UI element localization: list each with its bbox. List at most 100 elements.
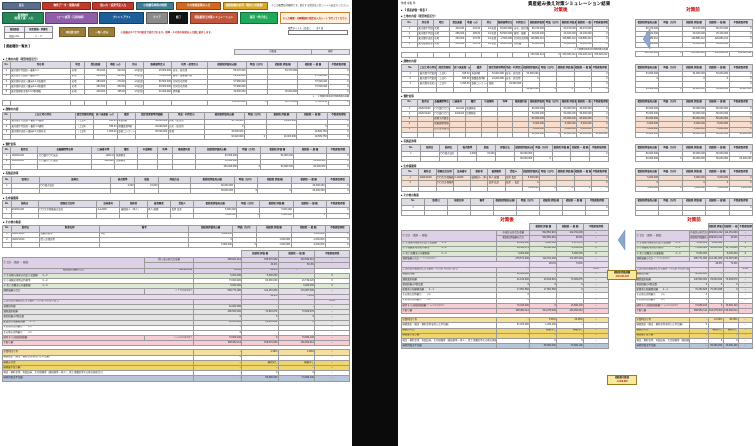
button-loan-repayment-input[interactable]: 借入れ・返済予定入力 <box>92 1 135 11</box>
back-to-list-button[interactable]: 一覧へ 戻る <box>88 27 116 38</box>
toolbar-note-print: ※この帳票は印刷用です。修正する場合は入力シートへお戻りください。 <box>271 3 350 7</box>
summary-row[interactable]: 手取り額 388,952,112 314,475,000 130,262,612– <box>635 308 754 315</box>
button-save-load[interactable]: 保存・呼び出し <box>239 11 279 25</box>
group-header-before: 現状 <box>310 49 351 56</box>
money-col-header-2: 不動産取得税 <box>728 197 754 206</box>
col-header-2: 地目 <box>432 18 450 27</box>
footer-cell <box>401 210 425 217</box>
summary-col-1: 相続税 一 般 額 <box>556 223 585 232</box>
summary-row[interactable]: ③ 小規模宅地等の特例等 4－2 29,560,574 40,816,300 73,6… <box>400 245 609 252</box>
col-header-6: 相続税評価見込額 <box>189 176 235 184</box>
button-new-property-input[interactable]: 新規物件 （組替え後）入力 <box>2 11 44 25</box>
report-title-input[interactable] <box>288 30 348 36</box>
label-before: 対策前 <box>686 7 700 12</box>
col-header-2: 財産名称 <box>447 197 471 206</box>
col-header-2: 銘柄名 <box>38 176 112 184</box>
money-col-header-0: 相続税 評価 額 <box>681 18 707 27</box>
summary-row-2[interactable]: 納税用資金不足額 –56,690,000 -73,669,100– <box>635 343 754 350</box>
summary-col-2: 不動産取得税 <box>314 250 350 259</box>
footer-cell <box>470 210 494 217</box>
table-row[interactable]: -50,000,000 -50,000,000 -50,000,000 0 <box>634 116 754 123</box>
table-row[interactable]: 4東京都港区赤坂3-3-3借地権宅地200,000195.001/1全部30,0… <box>401 41 609 48</box>
footer-cell: 20,000,000 <box>265 134 298 141</box>
button-printout[interactable]: プリントアウト <box>99 11 145 25</box>
col-header-5: 時価（万円） <box>232 224 258 233</box>
section-title-left-2: 預貯金等 <box>0 140 352 146</box>
summary2-amount: – <box>192 375 243 382</box>
button-other-assets-input[interactable]: その他資産等の入力 <box>175 1 222 11</box>
button-clear[interactable]: クリア <box>145 11 168 25</box>
summary-row[interactable]: その他の控除額① （-1） 0– <box>400 292 609 299</box>
table-footer-row <box>634 210 754 217</box>
table-header-row: No.契約日保険会社名称証券番号契約者被保険者受取人相続税評価見込額時価（万円）… <box>400 168 610 177</box>
summary-label: 手取り額 <box>635 308 690 315</box>
summary2-c1: 56,690,000 <box>241 375 279 382</box>
table-row[interactable]: 3東京都中央区八重洲2-1共同住宅（上記3）1,095.00鉄筋コンクリート造2… <box>2 129 350 136</box>
arrow-gutter-0 <box>611 19 633 58</box>
summary-row-2[interactable]: 納税の可否 – 納税可し 納税可し – <box>635 327 754 334</box>
footer-cell <box>91 163 116 171</box>
table-row[interactable]: 3 東京都中央区八重洲2-1-1賃貸用 宅地 283,000 270.00 1/1全部 66… <box>2 78 351 86</box>
summary-col-2: 不動産取得税 <box>737 223 754 232</box>
col-header-4: 相続税評価見込額 <box>493 197 517 206</box>
table-row[interactable]: 3組替え用資金（取得原資）-50,000,000-50,000,000-50,0… <box>401 116 609 123</box>
footer-cell <box>469 86 489 93</box>
button-back[interactable]: 戻る <box>2 1 41 11</box>
footer-cell <box>504 86 523 93</box>
summary-row-2[interactable]: 納税用資金不足額 –56,690,000 -73,669,100– <box>400 343 609 350</box>
button-small-land-exemption[interactable]: 小規模宅地等の特例 <box>135 1 175 11</box>
section-title-left-3: 有価証券等 <box>0 170 352 176</box>
summary-row[interactable]: 手取り額 395,952,112 158,670,000 130,262,612– <box>2 340 350 347</box>
footer-cell <box>2 242 12 249</box>
button-asset-restructure-sim[interactable]: 資産組替え対策シミュレーション <box>189 11 239 25</box>
summary-row[interactable]: 配偶者の税額軽減額 1－1 70,253,825 70,253,825 0– <box>635 287 754 294</box>
table-row[interactable]: 5 東京都港区赤坂3-3-3借地権 宅地 200,000 195.00 1/1全部 30,0… <box>2 89 351 96</box>
table-row[interactable]: 1東京都千代田区一番町1-1建物1宅地304,044344.041/1全部45,… <box>401 25 609 33</box>
footer-cell <box>401 51 418 59</box>
table-row[interactable]: 2東京都千代田区一番町1-2建物2宅地285,000295.001/1全部54,… <box>401 31 609 38</box>
summary-row[interactable]: 相続税評価額の合計 469,621,212 33.4% 66.4% – <box>1 267 350 274</box>
button-loan-simulation[interactable]: ローン試算（元利均等） <box>45 11 98 25</box>
col-header-12: 不動産取得税 <box>325 146 351 155</box>
footer-cell: 230,020,212 <box>206 99 247 106</box>
summary-label: 課税価額の合計 ※ 千円未満切捨て <box>635 256 690 263</box>
footer-cell: 5,000,000 <box>193 212 238 219</box>
footer-money-cell-0: 0 <box>556 185 575 192</box>
summary-c3-pct <box>314 262 350 269</box>
summary-col-1: 相続税 一 般 額 <box>277 250 316 259</box>
footer-money-0: 90,000,000 <box>681 131 707 138</box>
button-inheritance-tax-calc[interactable]: 相続税額の計算（現状と対策後） <box>222 1 268 11</box>
summary-row-2[interactable]: 納税用資金不足額 –56,690,000 -73,669,100– <box>2 375 350 382</box>
col-header-12: 不動産取得税 <box>327 61 351 70</box>
button-exit[interactable]: 終了 <box>169 11 188 25</box>
cell: 200,000 <box>84 89 107 96</box>
col-header-11: 不動産取得税 <box>325 200 351 209</box>
footer-cell <box>432 131 450 138</box>
report-section-4: No.契約日保険会社名称証券番号契約者被保険者受取人相続税評価見込額時価（万円）… <box>398 168 756 192</box>
arrow-gutter-3 <box>611 144 633 162</box>
table-row[interactable]: 50,470,000 50,470,000 50,470,000 0 <box>634 25 754 33</box>
summary-row[interactable]: 課税遺産総額 41,100,000 29,816,824 73,609,876– <box>400 276 609 284</box>
footer-cell <box>96 212 121 219</box>
col-header-1: 所在地 <box>9 61 72 70</box>
summary-row[interactable]: ① 合計 （資産 － 負債） 中央区以外合計金額 502,851,919 112,15… <box>400 230 609 242</box>
table-row[interactable]: 1 東京都千代田区一番町1-1 宅地 304,044 344.04 1/1全部 45,000… <box>2 68 351 75</box>
col-header-5: 中途解約 <box>137 146 158 155</box>
col-header-0: No. <box>401 143 421 152</box>
summary-label: 課税価額の合計 <box>1 288 146 295</box>
footer-cell <box>476 156 497 163</box>
summary-row-2[interactable]: 現金・預貯金等、有価証券、生命保険等（相続税等－本人）、死亡退職金等その他の財産… <box>2 370 350 377</box>
table-row[interactable]: 3東京都中央区八重洲2-1共同住宅（上記3）1,095.00鉄筋コンクリート賃貸… <box>400 81 610 88</box>
section-title-left-1: 建物の内容 <box>0 106 352 112</box>
button-property-data[interactable]: 物件データ・取得内容 <box>42 1 91 11</box>
recalculate-button[interactable]: 再計算 実行 <box>59 27 87 38</box>
col-header-7: 既経過利息 <box>171 146 197 155</box>
summary-row[interactable]: 手取り額 395,952,112 314,475,000 130,262,612– <box>400 308 609 315</box>
footer-cell <box>435 86 454 93</box>
report-before-table-3: 相続税評価見込額 時価（万円） 相続税 評価 額相続税 一 般 額不動産取得税 60,… <box>634 143 754 163</box>
summary-row[interactable]: その他の控除額② （-2） 0– <box>635 297 754 304</box>
